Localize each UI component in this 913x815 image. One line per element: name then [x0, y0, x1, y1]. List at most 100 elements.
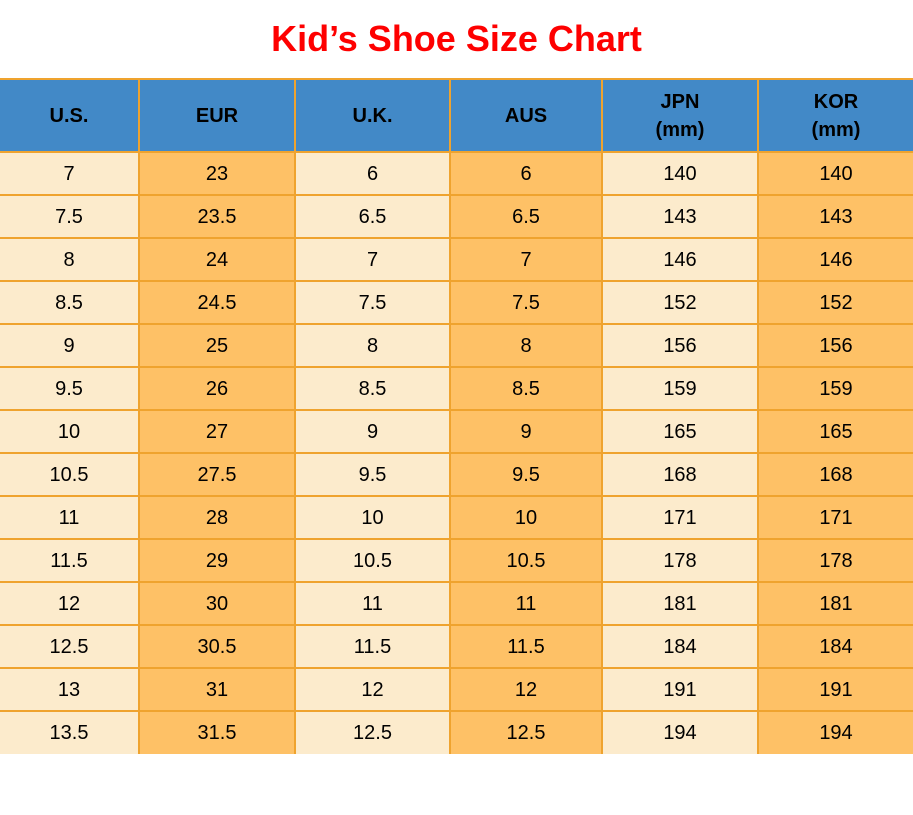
- table-cell: 9: [0, 323, 140, 368]
- table-cell: 27: [138, 409, 296, 454]
- table-cell: 9: [294, 409, 451, 454]
- table-cell: 181: [601, 581, 759, 626]
- table-cell: 10: [449, 495, 603, 540]
- table-cell: 8.5: [0, 280, 140, 325]
- table-cell: 6.5: [449, 194, 603, 239]
- table-cell: 12.5: [449, 710, 603, 754]
- table-cell: 7.5: [294, 280, 451, 325]
- table-row: 8.5 24.5 7.5 7.5 152 152: [0, 280, 913, 325]
- table-cell: 156: [757, 323, 913, 368]
- title-bar: Kid’s Shoe Size Chart: [0, 0, 913, 78]
- table-cell: 152: [601, 280, 759, 325]
- table-cell: 168: [757, 452, 913, 497]
- table-body: 7 23 6 6 140 140 7.5 23.5 6.5 6.5 143 143 8 24 7 7 146 14…: [0, 151, 913, 754]
- table-cell: 168: [601, 452, 759, 497]
- table-header: U.S. EUR U.K. AUS JPN (mm) KOR (mm): [0, 78, 913, 153]
- table-cell: 191: [757, 667, 913, 712]
- table-cell: 8: [449, 323, 603, 368]
- table-cell: 171: [601, 495, 759, 540]
- header-us: U.S.: [0, 78, 140, 153]
- table-cell: 11: [0, 495, 140, 540]
- table-cell: 6.5: [294, 194, 451, 239]
- table-cell: 29: [138, 538, 296, 583]
- table-cell: 9.5: [294, 452, 451, 497]
- table-row: 12.5 30.5 11.5 11.5 184 184: [0, 624, 913, 669]
- table-cell: 143: [601, 194, 759, 239]
- table-cell: 7.5: [449, 280, 603, 325]
- table-cell: 6: [294, 151, 451, 196]
- table-cell: 143: [757, 194, 913, 239]
- table-cell: 8: [294, 323, 451, 368]
- table-row: 9.5 26 8.5 8.5 159 159: [0, 366, 913, 411]
- table-cell: 9.5: [0, 366, 140, 411]
- table-row: 10 27 9 9 165 165: [0, 409, 913, 454]
- header-aus: AUS: [449, 78, 603, 153]
- table-cell: 12: [0, 581, 140, 626]
- table-cell: 23.5: [138, 194, 296, 239]
- table-cell: 159: [601, 366, 759, 411]
- table-cell: 24.5: [138, 280, 296, 325]
- table-row: 11 28 10 10 171 171: [0, 495, 913, 540]
- table-cell: 13.5: [0, 710, 140, 754]
- table-cell: 27.5: [138, 452, 296, 497]
- table-cell: 178: [601, 538, 759, 583]
- table-cell: 30.5: [138, 624, 296, 669]
- table-cell: 165: [601, 409, 759, 454]
- table-cell: 11.5: [294, 624, 451, 669]
- table-row: 12 30 11 11 181 181: [0, 581, 913, 626]
- table-cell: 30: [138, 581, 296, 626]
- table-row: 7 23 6 6 140 140: [0, 151, 913, 196]
- table-cell: 24: [138, 237, 296, 282]
- table-cell: 12: [294, 667, 451, 712]
- table-cell: 10: [0, 409, 140, 454]
- table-row: 11.5 29 10.5 10.5 178 178: [0, 538, 913, 583]
- table-cell: 25: [138, 323, 296, 368]
- page-title: Kid’s Shoe Size Chart: [271, 18, 642, 59]
- table-cell: 11.5: [449, 624, 603, 669]
- header-row: U.S. EUR U.K. AUS JPN (mm) KOR (mm): [0, 78, 913, 153]
- table-cell: 10.5: [294, 538, 451, 583]
- table-cell: 159: [757, 366, 913, 411]
- table-row: 13.5 31.5 12.5 12.5 194 194: [0, 710, 913, 754]
- table-cell: 7: [294, 237, 451, 282]
- table-cell: 10.5: [0, 452, 140, 497]
- table-cell: 7: [449, 237, 603, 282]
- shoe-size-table: U.S. EUR U.K. AUS JPN (mm) KOR (mm) 7 23 6…: [0, 78, 913, 754]
- table-cell: 146: [601, 237, 759, 282]
- table-cell: 140: [757, 151, 913, 196]
- table-cell: 10: [294, 495, 451, 540]
- table-row: 9 25 8 8 156 156: [0, 323, 913, 368]
- table-cell: 26: [138, 366, 296, 411]
- header-jpn: JPN (mm): [601, 78, 759, 153]
- table-cell: 140: [601, 151, 759, 196]
- table-cell: 178: [757, 538, 913, 583]
- table-cell: 8: [0, 237, 140, 282]
- table-cell: 194: [601, 710, 759, 754]
- header-eur: EUR: [138, 78, 296, 153]
- table-cell: 146: [757, 237, 913, 282]
- header-uk: U.K.: [294, 78, 451, 153]
- table-cell: 11: [449, 581, 603, 626]
- table-cell: 165: [757, 409, 913, 454]
- table-cell: 28: [138, 495, 296, 540]
- table-cell: 171: [757, 495, 913, 540]
- table-cell: 12: [449, 667, 603, 712]
- table-row: 8 24 7 7 146 146: [0, 237, 913, 282]
- table-cell: 8.5: [294, 366, 451, 411]
- table-cell: 194: [757, 710, 913, 754]
- table-cell: 191: [601, 667, 759, 712]
- table-cell: 10.5: [449, 538, 603, 583]
- table-cell: 8.5: [449, 366, 603, 411]
- table-cell: 7: [0, 151, 140, 196]
- table-cell: 9.5: [449, 452, 603, 497]
- table-cell: 11: [294, 581, 451, 626]
- table-cell: 31: [138, 667, 296, 712]
- table-cell: 23: [138, 151, 296, 196]
- table-row: 7.5 23.5 6.5 6.5 143 143: [0, 194, 913, 239]
- table-cell: 12.5: [294, 710, 451, 754]
- table-cell: 12.5: [0, 624, 140, 669]
- table-cell: 31.5: [138, 710, 296, 754]
- header-kor: KOR (mm): [757, 78, 913, 153]
- table-cell: 9: [449, 409, 603, 454]
